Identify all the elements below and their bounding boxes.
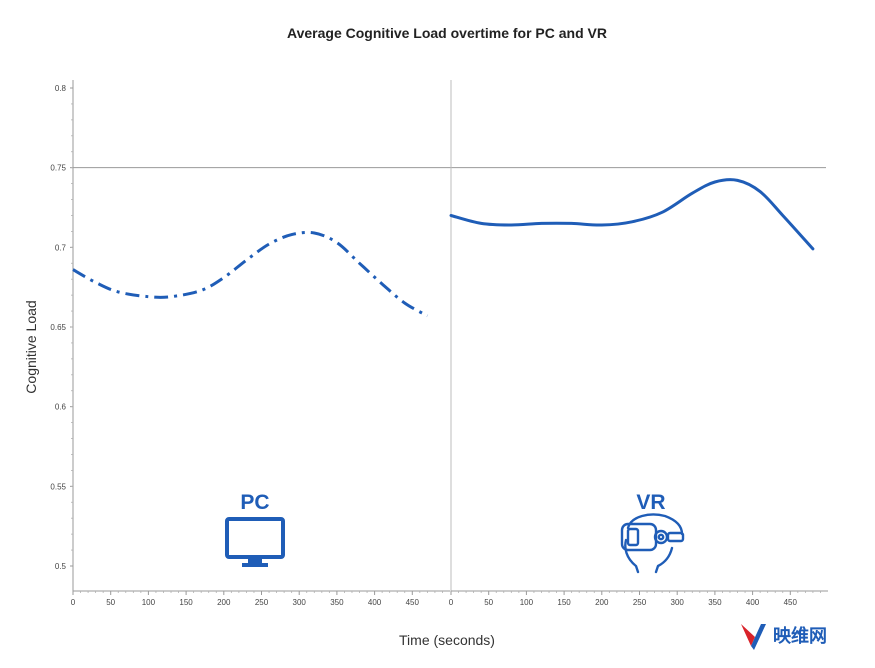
monitor-icon [225, 517, 285, 567]
x-tick-label: 200 [217, 598, 231, 607]
x-tick-label: 200 [595, 598, 609, 607]
y-tick-label: 0.65 [50, 323, 66, 332]
panel-label-pc: PC [240, 491, 269, 514]
x-tick-label: 150 [557, 598, 571, 607]
x-axes: 0 50 100 150 200 250 300 350 400 450 0 50 100 150 200 2… [71, 80, 828, 607]
y-tick-label: 0.75 [50, 164, 66, 173]
x-tick-label: 350 [708, 598, 722, 607]
watermark: 映维网 [741, 624, 827, 650]
series-line-pc [72, 230, 429, 318]
watermark-logo-icon [741, 624, 766, 650]
x-tick-label: 350 [330, 598, 344, 607]
x-tick-label: 450 [406, 598, 420, 607]
x-tick-label: 50 [106, 598, 115, 607]
y-axis-label: Cognitive Load [23, 300, 39, 393]
y-axis: 0.5 0.55 0.6 0.65 0.7 0.75 0.8 [50, 80, 826, 591]
x-tick-label: 300 [293, 598, 307, 607]
y-tick-label: 0.7 [55, 243, 67, 252]
x-tick-label: 400 [746, 598, 760, 607]
watermark-text: 映维网 [773, 625, 827, 647]
vr-headset-icon [620, 513, 685, 574]
x-tick-label: 450 [784, 598, 798, 607]
plot-lines [72, 178, 815, 318]
x-axis-label: Time (seconds) [399, 632, 495, 648]
x-tick-label: 150 [179, 598, 193, 607]
series-line-vr [449, 178, 815, 251]
x-tick-label: 250 [255, 598, 269, 607]
x-tick-label: 300 [671, 598, 685, 607]
y-tick-label: 0.5 [55, 562, 67, 571]
panel-label-vr: VR [636, 491, 665, 514]
x-tick-label: 250 [633, 598, 647, 607]
x-tick-label: 100 [520, 598, 534, 607]
x-tick-label: 400 [368, 598, 382, 607]
x-tick-label: 0 [449, 598, 454, 607]
x-tick-label: 0 [71, 598, 76, 607]
x-tick-label: 50 [484, 598, 493, 607]
y-tick-label: 0.6 [55, 403, 67, 412]
x-tick-label: 100 [142, 598, 156, 607]
y-tick-label: 0.8 [55, 84, 67, 93]
chart-title: Average Cognitive Load overtime for PC a… [287, 25, 607, 41]
y-tick-label: 0.55 [50, 482, 66, 491]
